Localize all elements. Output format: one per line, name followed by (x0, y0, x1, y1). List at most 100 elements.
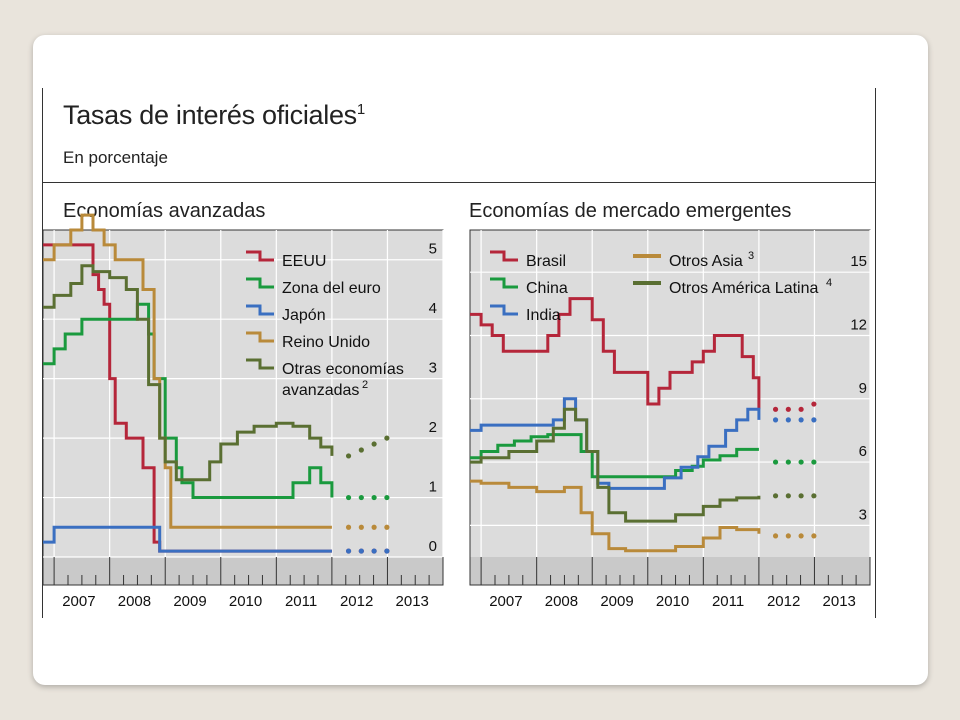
legend-label: avanzadas (282, 382, 359, 399)
legend-footnote: 3 (748, 250, 754, 262)
y-tick-label: 15 (850, 253, 867, 270)
projection-dot (798, 493, 804, 499)
legend-label: Otros América Latina (669, 280, 819, 297)
x-tick-label: 2008 (545, 593, 578, 610)
projection-dot (798, 533, 804, 539)
projection-dot (772, 417, 779, 423)
series-line-brasil (470, 297, 761, 410)
y-tick-label: 5 (429, 241, 437, 258)
panel-title-emerging: Economías de mercado emergentes (469, 200, 792, 222)
x-tick-label: 2011 (712, 593, 744, 610)
series-line-otras-economías-avanzadas (43, 264, 334, 482)
projection-dot (358, 494, 364, 501)
projection-dot (358, 524, 364, 530)
projection-dot (358, 447, 364, 453)
legend-key-china (490, 277, 518, 289)
projection-dot (811, 401, 817, 407)
projection-dot (384, 524, 390, 530)
legend-label: China (526, 280, 568, 297)
projection-dot (798, 417, 804, 423)
legend-key-japón (246, 304, 274, 316)
figure-title: Tasas de interés oficiales1 (63, 100, 365, 130)
series-line-india (470, 397, 761, 490)
title-footnote: 1 (356, 101, 365, 118)
x-tick-label: 2012 (767, 593, 800, 610)
y-tick-label: 3 (429, 360, 437, 377)
figure-panel: Tasas de interés oficiales1 En porcentaj… (42, 88, 876, 618)
projection-dot (772, 533, 779, 539)
axis-strip-0 (43, 557, 443, 585)
legend-label: Reino Unido (282, 334, 370, 351)
projection-dot (785, 533, 791, 539)
projection-dot (785, 459, 791, 465)
panel-title-advanced: Economías avanzadas (63, 200, 266, 222)
plot-background-0 (43, 230, 443, 557)
legend-label: Zona del euro (282, 280, 381, 297)
projection-dot (384, 548, 390, 554)
projection-dot (785, 417, 791, 423)
projection-dot (811, 417, 817, 423)
legend-footnote: 4 (826, 277, 832, 289)
x-tick-label: 2007 (62, 593, 95, 610)
title-divider (43, 182, 875, 183)
x-tick-label: 2008 (118, 593, 151, 610)
figure-subtitle: En porcentaje (63, 148, 168, 167)
x-tick-label: 2013 (396, 593, 429, 610)
y-tick-label: 1 (429, 479, 437, 496)
y-tick-label: 12 (850, 316, 867, 333)
projection-dot (345, 494, 352, 501)
legend-key-reino-unido (246, 331, 274, 343)
projection-dot (772, 406, 779, 412)
projection-dot (345, 548, 352, 554)
legend-label: Otras economías (282, 361, 404, 378)
legend-footnote: 2 (362, 379, 368, 391)
projection-dot (785, 493, 791, 499)
projection-dot (785, 406, 791, 412)
series-line-otros-américa-latina (470, 407, 761, 523)
legend-label: Japón (282, 307, 326, 324)
legend-label: India (526, 307, 561, 324)
legend-key-otras-economías-avanzadas (246, 358, 274, 370)
projection-dot (811, 459, 817, 465)
projection-dot (371, 524, 377, 530)
projection-dot (798, 459, 804, 465)
legend-key-eeuu (246, 250, 274, 262)
x-tick-label: 2012 (340, 593, 373, 610)
y-tick-label: 4 (429, 300, 437, 317)
projection-dot (358, 548, 364, 554)
projection-dot (384, 435, 390, 441)
legend-label: Brasil (526, 253, 566, 270)
y-tick-label: 6 (859, 443, 867, 460)
projection-dot (798, 406, 804, 412)
x-tick-label: 2009 (173, 593, 206, 610)
series-line-japón (43, 525, 332, 553)
series-line-otros-asia (470, 479, 761, 553)
projection-dot (811, 493, 817, 499)
x-tick-label: 2010 (229, 593, 262, 610)
projection-dot (371, 441, 377, 447)
projection-dot (384, 494, 390, 501)
y-tick-label: 0 (429, 538, 437, 555)
projection-dot (772, 459, 779, 465)
legend-label: EEUU (282, 253, 326, 270)
projection-dot (811, 533, 817, 539)
legend-key-brasil (490, 250, 518, 262)
legend-key-zona-del-euro (246, 277, 274, 289)
axis-strip-1 (470, 557, 870, 585)
projection-dot (371, 494, 377, 501)
x-tick-label: 2007 (489, 593, 522, 610)
x-tick-label: 2010 (656, 593, 689, 610)
y-tick-label: 2 (429, 419, 437, 436)
projection-dot (345, 524, 352, 530)
legend-key-india (490, 304, 518, 316)
y-tick-label: 9 (859, 380, 867, 397)
projection-dot (345, 453, 352, 459)
x-tick-label: 2011 (285, 593, 317, 610)
series-line-eeuu (43, 243, 332, 553)
legend-label: Otros Asia (669, 253, 743, 270)
x-tick-label: 2009 (600, 593, 633, 610)
y-tick-label: 3 (859, 506, 867, 523)
x-tick-label: 2013 (823, 593, 856, 610)
projection-dot (772, 493, 779, 499)
